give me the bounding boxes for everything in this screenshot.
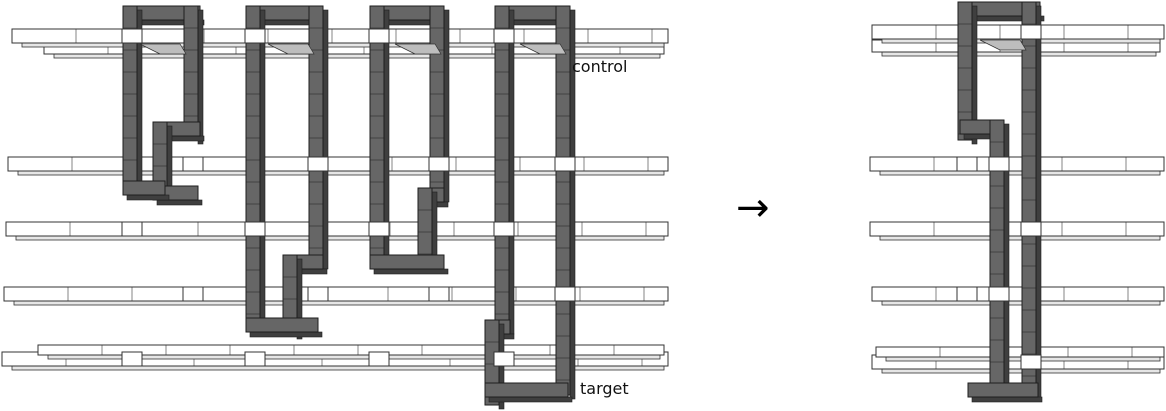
- left-loop-3: [369, 5, 450, 275]
- target-bar-upper: [37, 344, 665, 360]
- right-overlap-1-2: [988, 156, 1010, 172]
- left-overlap-1-5: [428, 156, 450, 172]
- right-brace: [979, 39, 1027, 51]
- left-overlap-0-2: [244, 28, 266, 44]
- right-overlap-2-1: [1020, 221, 1042, 237]
- left-overlap-0-0: [121, 28, 143, 44]
- left-overlap-1-1: [182, 156, 204, 172]
- left-overlap-3-1: [182, 286, 204, 302]
- left-brace-2: [267, 43, 315, 55]
- right-target-bar-upper: [875, 346, 1165, 362]
- right-qubit-bar-2: [869, 156, 1165, 176]
- target-label: target: [580, 379, 629, 398]
- left-overlap-2-2: [244, 221, 266, 237]
- braid-loops-layer: [122, 1, 1045, 410]
- right-overlap-3-0: [956, 286, 978, 302]
- right-qubit-bar-3: [869, 221, 1165, 241]
- left-brace-1: [139, 43, 187, 55]
- left-overlap-2-6: [493, 221, 515, 237]
- right-overlap-1-0: [956, 156, 978, 172]
- left-overlap-0-6: [493, 28, 515, 44]
- left-brace-3: [394, 43, 442, 55]
- left-overlap-3-3: [307, 286, 329, 302]
- left-overlap-0-4: [368, 28, 390, 44]
- bar-overlaps-layer: [121, 24, 1042, 370]
- left-overlap-4-2: [244, 351, 266, 367]
- left-overlap-1-3: [307, 156, 329, 172]
- right-overlap-3-2: [988, 286, 1010, 302]
- left-overlap-4-0: [121, 351, 143, 367]
- left-overlap-3-5: [428, 286, 450, 302]
- right-overlap-4-1: [1020, 354, 1042, 370]
- left-overlap-4-6: [493, 351, 515, 367]
- left-brace-4: [519, 43, 567, 55]
- left-overlap-1-7: [554, 156, 576, 172]
- right-loop-1: [957, 1, 1045, 403]
- left-overlap-2-4: [368, 221, 390, 237]
- control-label: control: [572, 57, 628, 76]
- left-overlap-4-4: [368, 351, 390, 367]
- transform-arrow-icon: →: [736, 185, 770, 231]
- left-loop-2: [245, 5, 329, 340]
- left-overlap-2-0: [121, 221, 143, 237]
- left-overlap-3-7: [554, 286, 576, 302]
- left-loop-1: [122, 5, 205, 206]
- right-qubit-bar-4: [871, 286, 1165, 306]
- right-overlap-0-1: [1020, 24, 1042, 40]
